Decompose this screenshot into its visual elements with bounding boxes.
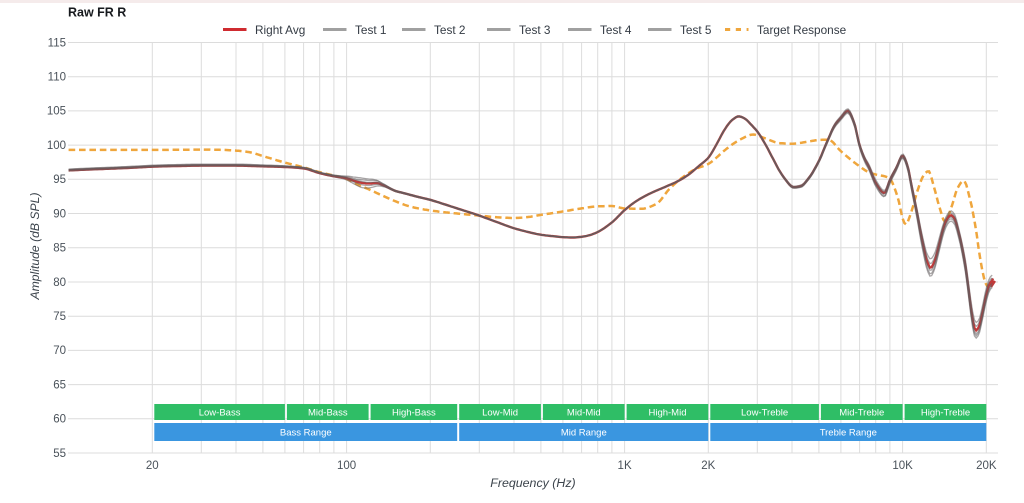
svg-text:Mid-Mid: Mid-Mid xyxy=(567,407,601,418)
svg-text:90: 90 xyxy=(53,208,66,220)
svg-text:100: 100 xyxy=(337,460,356,472)
svg-text:70: 70 xyxy=(53,345,66,357)
svg-text:65: 65 xyxy=(53,379,66,391)
svg-text:Test 4: Test 4 xyxy=(600,23,632,37)
svg-text:75: 75 xyxy=(53,311,66,323)
svg-text:100: 100 xyxy=(47,140,66,152)
svg-text:95: 95 xyxy=(53,174,66,186)
svg-text:105: 105 xyxy=(47,106,66,118)
svg-text:1K: 1K xyxy=(618,460,632,472)
svg-text:115: 115 xyxy=(48,37,66,49)
svg-text:Mid Range: Mid Range xyxy=(561,427,607,438)
svg-text:Frequency (Hz): Frequency (Hz) xyxy=(490,476,575,490)
svg-text:60: 60 xyxy=(53,414,66,426)
svg-text:Treble Range: Treble Range xyxy=(820,427,877,438)
svg-text:Test 1: Test 1 xyxy=(355,23,386,37)
svg-text:Test 5: Test 5 xyxy=(680,23,712,37)
svg-text:80: 80 xyxy=(53,277,66,289)
svg-text:20K: 20K xyxy=(976,460,997,472)
svg-text:Low-Bass: Low-Bass xyxy=(199,407,241,418)
svg-text:High-Mid: High-Mid xyxy=(648,407,686,418)
svg-text:10K: 10K xyxy=(892,460,913,472)
svg-text:Amplitude (dB SPL): Amplitude (dB SPL) xyxy=(28,192,42,300)
svg-text:Mid-Treble: Mid-Treble xyxy=(839,407,884,418)
svg-text:Low-Treble: Low-Treble xyxy=(741,407,788,418)
svg-text:Mid-Bass: Mid-Bass xyxy=(308,407,348,418)
svg-text:Test 2: Test 2 xyxy=(434,23,465,37)
svg-text:2K: 2K xyxy=(701,460,715,472)
svg-text:Target Response: Target Response xyxy=(757,23,847,37)
svg-text:20: 20 xyxy=(146,460,159,472)
svg-text:High-Bass: High-Bass xyxy=(392,407,436,418)
svg-text:Raw FR R: Raw FR R xyxy=(68,6,126,20)
svg-text:Low-Mid: Low-Mid xyxy=(482,407,518,418)
svg-text:Test 3: Test 3 xyxy=(519,23,551,37)
svg-text:110: 110 xyxy=(48,72,66,84)
svg-text:Right Avg: Right Avg xyxy=(255,23,305,37)
svg-text:Bass Range: Bass Range xyxy=(280,427,332,438)
svg-text:55: 55 xyxy=(53,448,66,460)
svg-text:85: 85 xyxy=(53,243,66,255)
svg-text:High-Treble: High-Treble xyxy=(921,407,970,418)
